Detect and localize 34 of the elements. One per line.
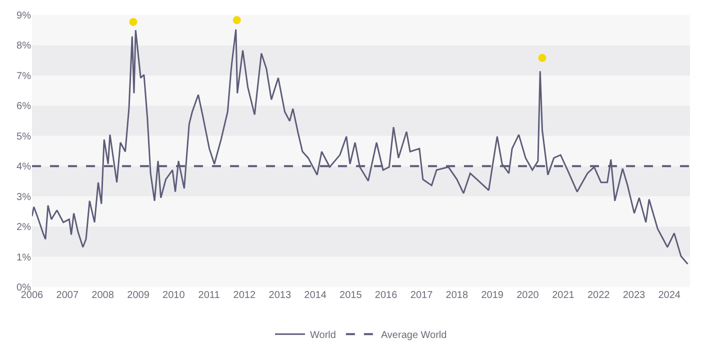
- y-tick-label: 5%: [16, 131, 32, 142]
- x-tick-label: 2013: [268, 290, 292, 301]
- x-tick-label: 2020: [516, 290, 540, 301]
- x-tick-label: 2019: [481, 290, 504, 301]
- x-tick-label: 2008: [92, 290, 114, 301]
- point: [129, 18, 138, 26]
- x-tick-label: 2014: [304, 290, 327, 301]
- y-tick-label: 9%: [16, 10, 32, 22]
- x-tick-label: 2010: [162, 290, 186, 301]
- y-tick-label: 8%: [16, 40, 32, 52]
- x-tick-label: 2017: [410, 290, 434, 301]
- x-tick-label: 2009: [127, 290, 150, 301]
- line-series: [32, 28, 688, 265]
- x-tick-label: 2023: [622, 290, 646, 301]
- y-tick-label: 1%: [16, 252, 32, 264]
- x-tick-label: 2007: [56, 290, 79, 301]
- x-tick-label: 2021: [552, 290, 575, 301]
- y-tick-label: 2%: [16, 222, 32, 234]
- x-tick-label: 2012: [233, 290, 256, 301]
- x-tick-label: 2011: [198, 290, 220, 301]
- y-tick-label: 7%: [16, 70, 32, 82]
- legend-label: World: [310, 330, 336, 342]
- y-tick-label: 4%: [16, 162, 32, 173]
- x-tick-label: 2018: [446, 290, 468, 301]
- x-tick-label: 2024: [658, 290, 681, 301]
- point: [232, 16, 241, 24]
- y-tick-label: 6%: [16, 101, 32, 112]
- x-tick-label: 2006: [20, 290, 44, 301]
- x-tick-label: 2016: [374, 290, 398, 301]
- y-tick-label: 3%: [16, 192, 32, 203]
- x-tick-label: 2015: [340, 290, 362, 301]
- point: [538, 54, 546, 62]
- x-tick-label: 2022: [587, 290, 610, 301]
- legend-label: Average World: [380, 330, 447, 342]
